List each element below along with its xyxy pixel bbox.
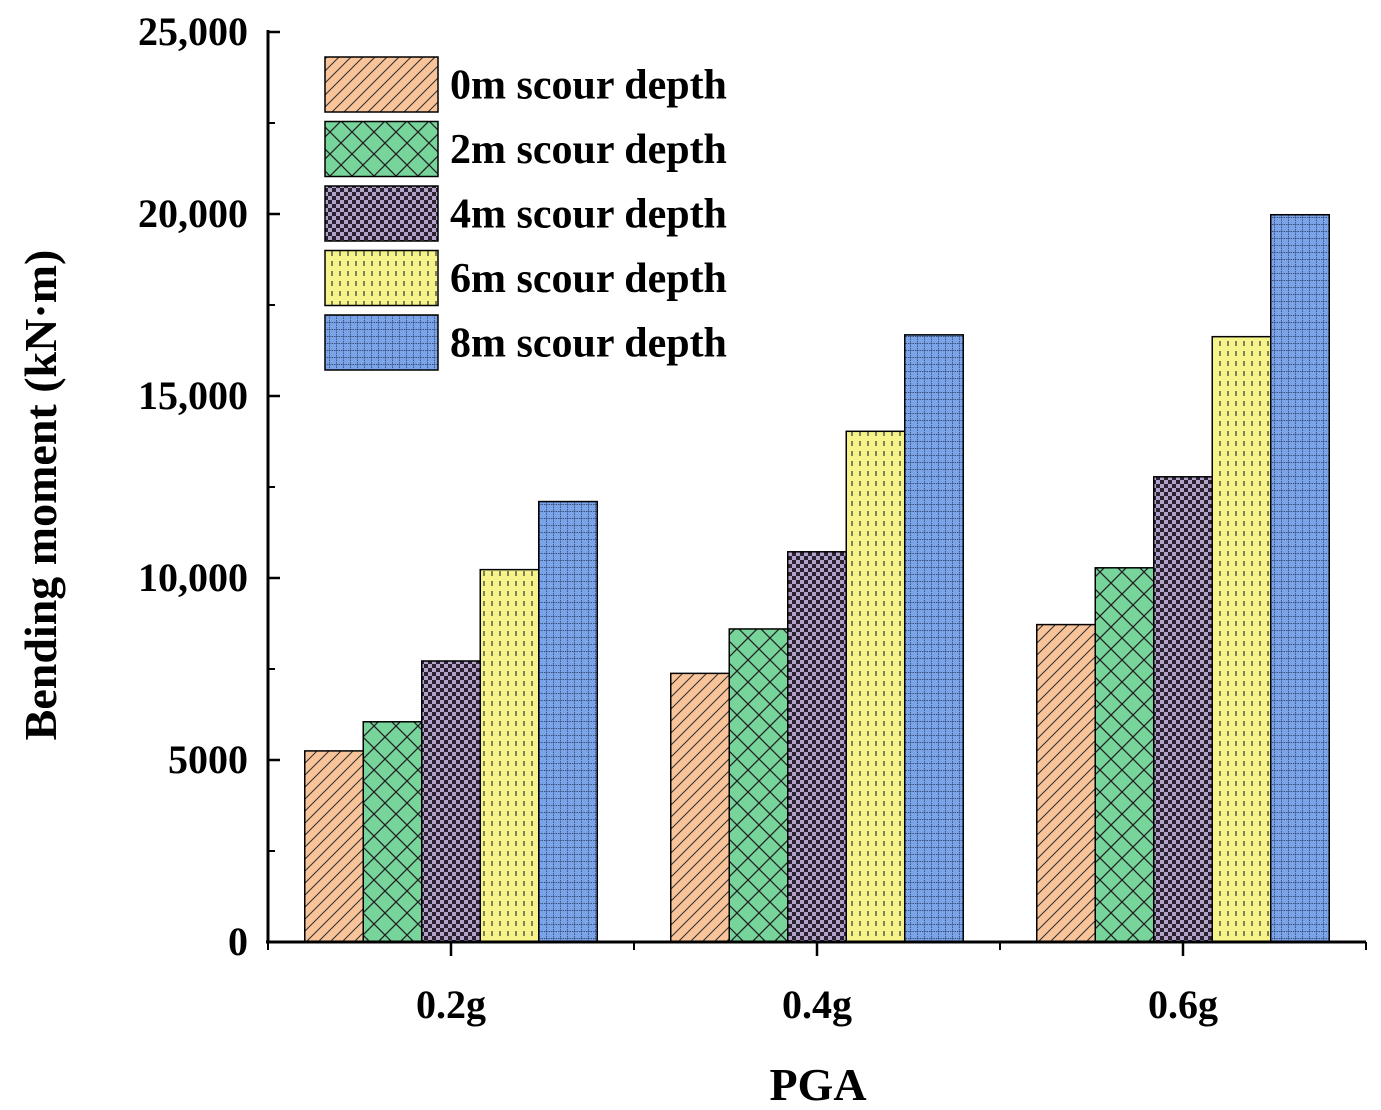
y-tick-label: 15,000 <box>138 373 248 418</box>
x-axis-title: PGA <box>769 1059 866 1110</box>
legend-label-0: 0m scour depth <box>450 63 727 109</box>
y-tick-label: 5000 <box>168 737 248 782</box>
bar-8m-scour-depth-0.4g <box>904 334 964 943</box>
bar-4m-scour-depth-0.4g <box>787 551 847 943</box>
y-tick-label: 25,000 <box>138 9 248 54</box>
y-axis-title: Bending moment (kN·m) <box>15 250 66 741</box>
bar-0m-scour-depth-0.4g <box>670 672 730 943</box>
legend-swatch-3 <box>324 249 439 307</box>
bar-6m-scour-depth-0.2g <box>479 568 540 943</box>
bar-4m-scour-depth-0.6g <box>1153 476 1213 943</box>
legend-label-3: 6m scour depth <box>450 256 727 302</box>
legend-swatch-0 <box>324 56 439 113</box>
legend-swatch-2 <box>324 185 439 242</box>
bar-4m-scour-depth-0.2g <box>421 660 481 943</box>
bar-2m-scour-depth-0.4g <box>728 628 789 943</box>
bars-group <box>304 213 1330 943</box>
bar-2m-scour-depth-0.2g <box>362 721 423 943</box>
bar-8m-scour-depth-0.2g <box>538 500 598 943</box>
legend-label-1: 2m scour depth <box>450 127 727 173</box>
bar-2m-scour-depth-0.6g <box>1094 567 1155 943</box>
bar-6m-scour-depth-0.6g <box>1211 335 1272 943</box>
bar-8m-scour-depth-0.6g <box>1270 213 1330 943</box>
bar-6m-scour-depth-0.4g <box>845 430 906 943</box>
bar-0m-scour-depth-0.6g <box>1036 623 1096 943</box>
legend-swatch-4 <box>324 314 439 371</box>
x-tick-label: 0.4g <box>782 982 852 1027</box>
legend-swatch-1 <box>324 120 439 178</box>
y-tick-label: 20,000 <box>138 191 248 236</box>
y-tick-label: 10,000 <box>138 555 248 600</box>
x-tick-label: 0.2g <box>416 982 486 1027</box>
legend-label-4: 8m scour depth <box>450 321 727 367</box>
axes-group: 0 5000 10,000 15,000 20,000 25,000 0.2g 0.4g 0.6… <box>138 9 1367 1027</box>
legend: 0m scour depth 2m scour depth 4m scour dep… <box>324 56 727 371</box>
legend-label-2: 4m scour depth <box>450 192 727 238</box>
x-tick-label: 0.6g <box>1148 982 1218 1027</box>
y-tick-label: 0 <box>228 919 248 964</box>
bar-0m-scour-depth-0.2g <box>304 750 364 943</box>
